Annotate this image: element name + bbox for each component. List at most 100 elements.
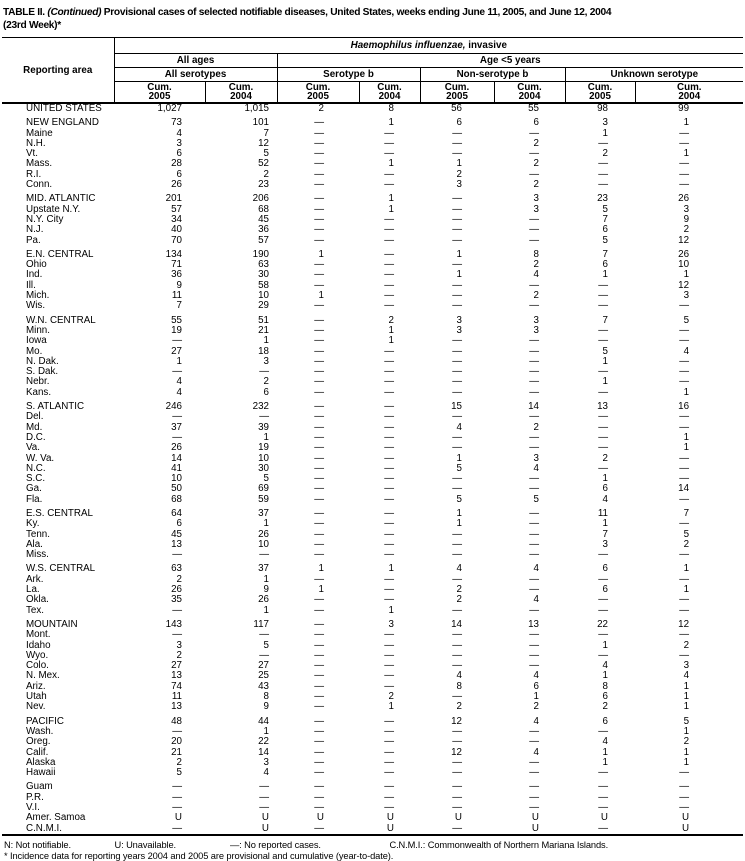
row-value: 1	[456, 518, 462, 530]
row-area-label: Vt.	[26, 148, 38, 160]
row-value: 2	[533, 259, 539, 271]
table-row: Minn. 19 21 — 1 3 3 — —	[2, 324, 743, 336]
row-value: U	[681, 822, 690, 834]
row-area-label: Mont.	[26, 629, 51, 641]
row-value: 1	[602, 473, 608, 485]
row-value: 2	[683, 639, 690, 651]
row-value: 6	[602, 563, 608, 575]
row-value: —	[259, 411, 269, 423]
footnote-unavailable: U: Unavailable.	[114, 839, 177, 850]
row-value: —	[384, 355, 394, 367]
row-value: —	[314, 618, 324, 630]
table-row: Guam — — — — — — — —	[2, 781, 743, 793]
table-row: Md. 37 39 — — 4 2 — —	[2, 422, 743, 433]
row-value: —	[384, 649, 394, 661]
row-value: 3	[683, 290, 690, 302]
row-value: —	[172, 781, 182, 793]
row-area-label: UNITED STATES	[26, 103, 102, 114]
row-value: 1	[318, 563, 324, 575]
row-value: —	[452, 473, 462, 485]
row-value: 51	[258, 314, 269, 326]
row-value: 37	[258, 563, 269, 575]
row-value: —	[529, 629, 539, 641]
row-value: 7	[602, 314, 608, 326]
row-value: —	[452, 411, 462, 423]
row-value: 1,015	[244, 103, 269, 114]
row-area-label: Mo.	[26, 345, 43, 357]
row-value: —	[452, 756, 462, 768]
reporting-area-header: Reporting area	[2, 37, 114, 104]
row-value: —	[384, 746, 394, 758]
row-value: 55	[528, 103, 539, 114]
row-value: 4	[602, 660, 608, 672]
row-value: —	[679, 649, 690, 661]
row-value: —	[172, 629, 182, 641]
row-area-label: Ohio	[26, 259, 47, 271]
table-row: Ill. 9 58 — — — — — 12	[2, 279, 743, 291]
row-value: —	[172, 366, 182, 378]
row-value: 23	[258, 179, 269, 191]
row-value: 7	[602, 213, 608, 225]
row-value: 63	[171, 563, 182, 575]
row-value: 1	[456, 158, 462, 170]
row-area-label: Upstate N.Y.	[26, 203, 81, 215]
row-area-label: N. Dak.	[26, 355, 59, 367]
row-value: 26	[678, 248, 690, 260]
row-value: 58	[258, 279, 269, 291]
row-value: —	[384, 148, 394, 160]
row-value: 1	[602, 746, 608, 758]
row-value: 26	[258, 594, 269, 606]
row-value: 5	[263, 639, 269, 651]
row-value: —	[529, 127, 539, 139]
row-value: 4	[533, 594, 539, 606]
row-value: 52	[258, 158, 269, 170]
row-value: U	[316, 812, 324, 824]
row-value: —	[529, 335, 539, 347]
row-value: 1,027	[157, 103, 182, 114]
row-value: —	[314, 483, 324, 495]
col-group-all-ages: All ages	[113, 53, 277, 68]
row-value: —	[314, 345, 324, 357]
row-value: 2	[602, 452, 608, 464]
row-area-label: Iowa	[26, 335, 47, 347]
col-header-cum: Cum. 2004	[358, 81, 420, 104]
row-value: 4	[683, 670, 690, 682]
row-value: —	[452, 259, 462, 271]
row-value: —	[384, 386, 394, 398]
row-value: 34	[171, 213, 182, 225]
row-value: —	[452, 549, 462, 561]
row-value: 11	[597, 507, 608, 519]
row-area-label: Miss.	[26, 549, 49, 561]
table-row: Nev. 13 9 — 1 2 2 2 1	[2, 702, 743, 713]
row-value: —	[598, 324, 608, 336]
row-value: 1	[388, 324, 394, 336]
row-value: 4	[533, 269, 539, 281]
row-value: —	[314, 148, 324, 160]
row-area-label: Ariz.	[26, 680, 46, 692]
row-area-label: W. Va.	[26, 452, 55, 464]
row-value: —	[384, 300, 394, 312]
row-value: —	[452, 791, 462, 803]
row-value: 73	[171, 117, 182, 129]
row-value: —	[679, 300, 690, 312]
row-value: 1	[683, 746, 690, 758]
row-value: 3	[683, 660, 690, 672]
row-area-label: Oreg.	[26, 736, 51, 748]
row-value: —	[452, 290, 462, 302]
row-area-label: Amer. Samoa	[26, 812, 86, 824]
row-value: 3	[533, 452, 539, 464]
table-row: Ark. 2 1 — — — — — —	[2, 573, 743, 585]
table-row: Conn. 26 23 — — 3 2 — —	[2, 179, 743, 191]
row-value: —	[679, 158, 690, 170]
col-header-cum: Cum. 2005	[419, 81, 494, 104]
row-value: 1	[683, 563, 690, 575]
row-value: 1	[318, 290, 324, 302]
row-value: —	[384, 137, 394, 149]
row-value: 5	[602, 345, 608, 357]
row-value: 36	[171, 269, 182, 281]
row-value: —	[679, 573, 690, 585]
row-value: —	[384, 736, 394, 748]
row-value: 7	[602, 528, 608, 540]
row-value: —	[384, 538, 394, 550]
